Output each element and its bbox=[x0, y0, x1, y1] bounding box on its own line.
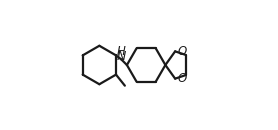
Text: H: H bbox=[117, 45, 126, 58]
Text: O: O bbox=[177, 72, 187, 85]
Text: N: N bbox=[117, 50, 126, 63]
Text: O: O bbox=[177, 45, 187, 58]
